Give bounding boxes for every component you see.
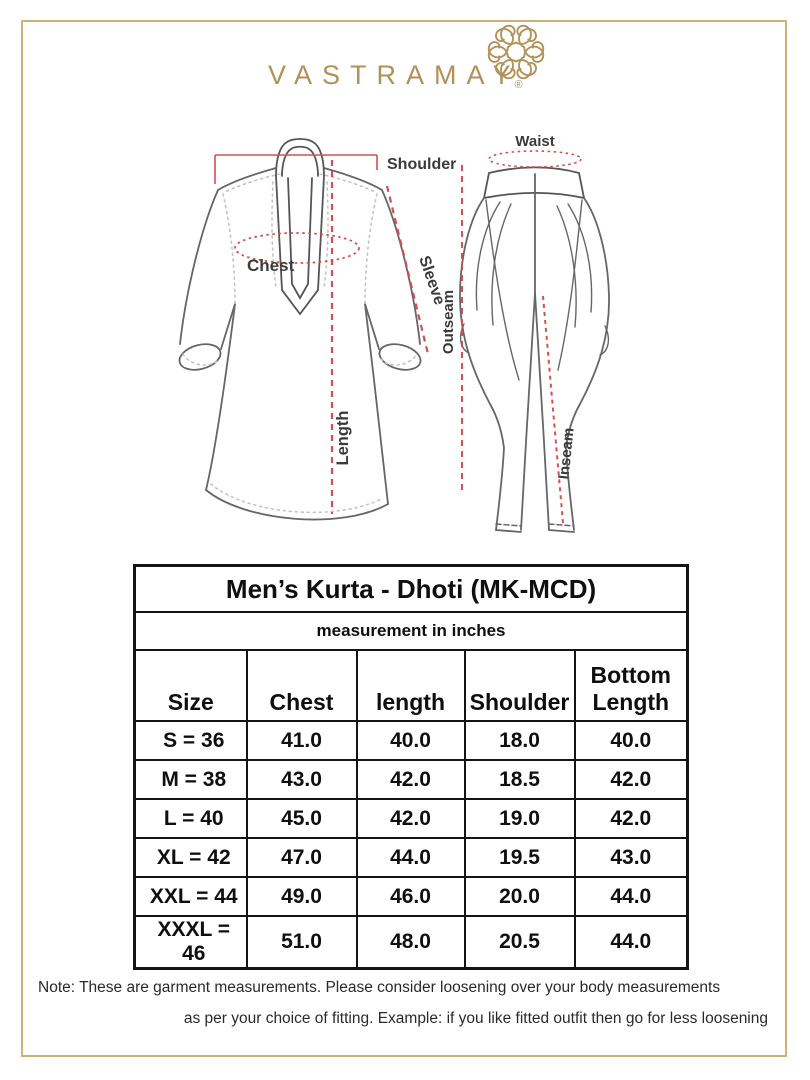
note-line-2: as per your choice of fitting. Example: … bbox=[183, 1010, 768, 1027]
kurta-measure-marks bbox=[214, 154, 430, 514]
bottom-length-value: 43.0 bbox=[573, 837, 689, 878]
registered-trademark-mark: ® bbox=[514, 79, 523, 91]
column-header-size: Size bbox=[133, 649, 248, 722]
dhoti-drawing bbox=[459, 166, 610, 533]
table-unit-row: measurement in inches bbox=[133, 611, 689, 651]
length-value: 40.0 bbox=[355, 720, 466, 761]
size-chart-table: Men’s Kurta - Dhoti (MK-MCD) measurement… bbox=[133, 564, 690, 970]
table-header-row: Size Chest length Shoulder Bottom Length bbox=[133, 649, 689, 722]
chest-label: Chest bbox=[247, 256, 295, 275]
garment-measurement-diagram: Shoulder Chest Sleeve Length bbox=[178, 133, 610, 533]
shoulder-value: 18.0 bbox=[463, 720, 576, 761]
outseam-label: Outseam bbox=[440, 290, 457, 354]
shoulder-value: 19.5 bbox=[463, 837, 576, 878]
table-title-row: Men’s Kurta - Dhoti (MK-MCD) bbox=[133, 564, 689, 613]
table-row: XXL = 44 49.0 46.0 20.0 44.0 bbox=[133, 876, 689, 917]
bottom-length-value: 40.0 bbox=[573, 720, 689, 761]
size-value: XXL = 44 bbox=[133, 876, 248, 917]
table-row: XXXL = 46 51.0 48.0 20.5 44.0 bbox=[133, 915, 689, 970]
inseam-label: Inseam bbox=[555, 427, 577, 480]
mandala-flower-icon bbox=[487, 24, 545, 80]
chest-value: 45.0 bbox=[245, 798, 358, 839]
shoulder-value: 20.5 bbox=[463, 915, 576, 970]
column-header-length: length bbox=[355, 649, 466, 722]
brand-name: VASTRAMAY bbox=[268, 60, 521, 90]
chest-value: 47.0 bbox=[245, 837, 358, 878]
column-header-chest: Chest bbox=[245, 649, 358, 722]
waist-label: Waist bbox=[515, 133, 554, 150]
waist-measure-ellipse bbox=[488, 150, 582, 168]
length-value: 42.0 bbox=[355, 759, 466, 800]
length-label: Length bbox=[334, 411, 352, 466]
kurta-drawing bbox=[178, 138, 422, 521]
chest-measure-ellipse bbox=[234, 232, 360, 264]
inseam-measure-line bbox=[542, 295, 564, 524]
chest-value: 51.0 bbox=[245, 915, 358, 970]
bottom-length-value: 44.0 bbox=[573, 876, 689, 917]
table-row: S = 36 41.0 40.0 18.0 40.0 bbox=[133, 720, 689, 761]
length-value: 46.0 bbox=[355, 876, 466, 917]
measurement-unit-note: measurement in inches bbox=[133, 611, 689, 651]
table-row: XL = 42 47.0 44.0 19.5 43.0 bbox=[133, 837, 689, 878]
column-header-shoulder: Shoulder bbox=[463, 649, 576, 722]
measurement-note: Note: These are garment measurements. Pl… bbox=[38, 972, 768, 1034]
length-value: 44.0 bbox=[355, 837, 466, 878]
dhoti-measure-marks bbox=[461, 150, 582, 524]
chest-value: 41.0 bbox=[245, 720, 358, 761]
shoulder-label: Shoulder bbox=[387, 156, 456, 173]
shoulder-value: 20.0 bbox=[463, 876, 576, 917]
table-row: L = 40 45.0 42.0 19.0 42.0 bbox=[133, 798, 689, 839]
length-value: 48.0 bbox=[355, 915, 466, 970]
chest-value: 43.0 bbox=[245, 759, 358, 800]
sleeve-measure-line bbox=[385, 185, 430, 355]
size-chart-title: Men’s Kurta - Dhoti (MK-MCD) bbox=[133, 564, 689, 613]
bottom-length-value: 42.0 bbox=[573, 798, 689, 839]
brand-logo-text: VASTRAMAY® bbox=[268, 60, 523, 91]
size-value: M = 38 bbox=[133, 759, 248, 800]
note-line-1: Note: These are garment measurements. Pl… bbox=[38, 979, 721, 996]
size-value: S = 36 bbox=[133, 720, 248, 761]
bottom-length-value: 44.0 bbox=[573, 915, 689, 970]
bottom-length-value: 42.0 bbox=[573, 759, 689, 800]
chest-value: 49.0 bbox=[245, 876, 358, 917]
shoulder-value: 18.5 bbox=[463, 759, 576, 800]
length-value: 42.0 bbox=[355, 798, 466, 839]
shoulder-value: 19.0 bbox=[463, 798, 576, 839]
size-value: XXXL = 46 bbox=[133, 915, 248, 970]
table-row: M = 38 43.0 42.0 18.5 42.0 bbox=[133, 759, 689, 800]
column-header-bottom-length: Bottom Length bbox=[573, 649, 689, 722]
size-value: XL = 42 bbox=[133, 837, 248, 878]
size-value: L = 40 bbox=[133, 798, 248, 839]
